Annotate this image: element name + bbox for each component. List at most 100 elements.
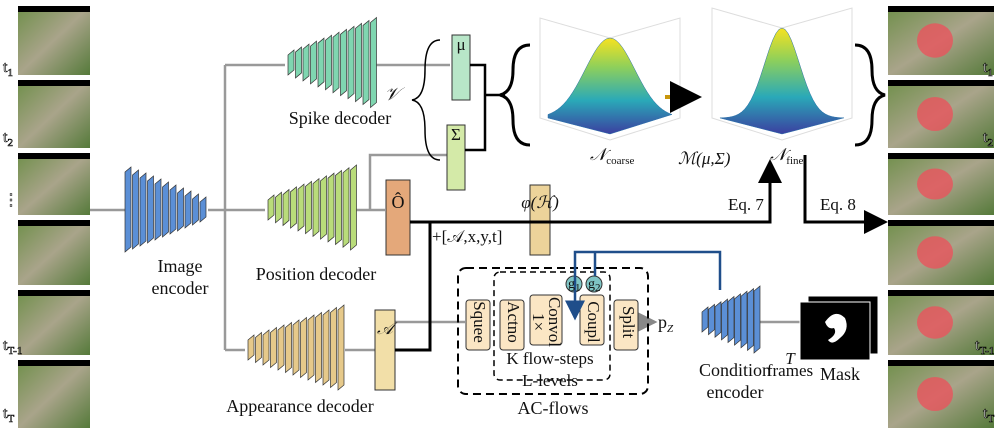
layer-slab: [753, 285, 761, 354]
flow-box: [493, 271, 611, 381]
module-label: Appearance decoder: [226, 396, 373, 416]
plot-frame: [711, 7, 853, 141]
feature-label: 𝒜: [377, 319, 398, 338]
layer-slab: [734, 293, 741, 346]
layer-slab: [255, 331, 262, 364]
feature-label: Ô: [392, 191, 405, 212]
equation: Eq. 8: [820, 195, 856, 214]
video-frame: [18, 360, 90, 428]
frame-label: tT-1: [975, 337, 994, 357]
layer-slab: [305, 180, 312, 235]
layer-slab: [247, 334, 255, 361]
layer-slab: [740, 290, 748, 349]
layer-slab: [132, 169, 139, 250]
layer-slab: [154, 178, 162, 241]
video-frame: [18, 220, 90, 285]
flow-step-box: [499, 299, 525, 351]
dist-label: 𝒩coarse: [590, 145, 635, 167]
frame-label: tT: [3, 405, 14, 425]
feature-map: [446, 124, 466, 191]
feature-map: [385, 179, 411, 256]
frame-label: t2: [3, 129, 13, 149]
layer-slab: [192, 193, 199, 226]
gaussian-surface: [547, 37, 673, 135]
condition-link: [565, 250, 722, 321]
layer-slab: [199, 196, 207, 223]
layer-slab: [727, 295, 735, 344]
layer-slab: [169, 184, 177, 235]
layer-slab: [340, 28, 347, 97]
mask-frames: T: [785, 349, 796, 368]
video-frame-bar: [18, 220, 90, 226]
flow-step: Actno: [504, 301, 523, 343]
connector: [395, 222, 432, 352]
mask-shape: [825, 313, 847, 343]
gate-label: g1: [568, 277, 581, 294]
connector: [465, 63, 487, 152]
video-frame-bar: [888, 290, 994, 296]
concat-label: +[𝒜,x,y,t]: [432, 227, 502, 246]
module-label: Spike decoder: [289, 108, 391, 128]
layer-slab: [285, 321, 292, 374]
gaussian-surface: [719, 27, 845, 135]
layer-slab: [184, 190, 192, 229]
layer-slab: [315, 311, 322, 384]
video-frame: [18, 290, 90, 355]
video-frame-bar: [888, 360, 994, 366]
layer-slab: [307, 314, 315, 381]
frame-label: tT-1: [3, 337, 22, 357]
feature-map: [529, 184, 551, 256]
layer-slab: [290, 186, 297, 229]
flow-label: AC-flows: [518, 398, 589, 418]
flow-step-box: [465, 299, 491, 351]
layer-slab: [262, 329, 270, 366]
layer-slab: [335, 169, 342, 246]
plot-frame: [539, 17, 681, 141]
layer-slab: [330, 306, 337, 389]
flow-step-box: [529, 294, 563, 346]
connector: [368, 153, 447, 210]
layer-slab: [347, 25, 355, 100]
module-label: Condition: [699, 360, 771, 380]
mask-overlay: [917, 236, 953, 269]
layer-slab: [350, 164, 357, 251]
layer-slab: [714, 301, 722, 338]
feature-label: φ(ℋ): [521, 193, 559, 212]
layer-slab: [325, 34, 332, 91]
layer-slab: [332, 31, 340, 94]
mask-label: Mask: [820, 364, 860, 384]
video-frame-bar: [888, 80, 994, 86]
decor: [18, 6, 994, 428]
flow-step: Split: [619, 306, 638, 338]
layer-slab: [310, 40, 317, 85]
brace: [854, 43, 886, 147]
layer-slab: [275, 191, 282, 224]
dist-label: 𝒩fine: [770, 145, 804, 167]
video-frame-bar: [888, 220, 994, 226]
flow-step: Convol: [545, 297, 564, 347]
layer-slab: [124, 166, 132, 253]
brace: [499, 43, 531, 147]
module-label: Image: [158, 256, 203, 276]
layer-slab: [320, 175, 327, 240]
flow-step: 1×: [529, 313, 548, 331]
mask-overlay: [917, 97, 953, 131]
connector: [803, 155, 888, 234]
frame-label: ⋮: [3, 192, 19, 209]
flow-output: pZ: [658, 312, 674, 335]
module-label: Position decoder: [256, 264, 376, 284]
layer-slab: [267, 194, 275, 221]
feature-label: Σ: [451, 125, 461, 144]
flow-box: [457, 267, 649, 395]
layer-slab: [327, 172, 335, 243]
layer-slab: [177, 187, 184, 232]
flow-label: L-levels: [522, 371, 578, 390]
gate-label: g2: [588, 277, 601, 294]
video-frame: [18, 6, 90, 75]
layer-slab: [355, 22, 362, 103]
layer-slab: [162, 181, 169, 238]
dist-label: ℳ(μ,Σ): [678, 149, 731, 168]
layer-slab: [317, 37, 325, 88]
layer-slab: [708, 303, 715, 336]
